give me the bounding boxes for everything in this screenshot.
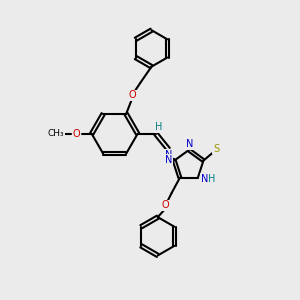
Text: O: O: [128, 90, 136, 100]
Text: H: H: [208, 174, 216, 184]
Text: O: O: [161, 200, 169, 210]
Text: O: O: [73, 129, 80, 139]
Text: S: S: [213, 144, 219, 154]
Text: N: N: [186, 139, 193, 149]
Text: H: H: [155, 122, 163, 132]
Text: N: N: [165, 150, 172, 160]
Text: CH₃: CH₃: [47, 129, 64, 138]
Text: N: N: [201, 174, 208, 184]
Text: N: N: [165, 155, 172, 165]
